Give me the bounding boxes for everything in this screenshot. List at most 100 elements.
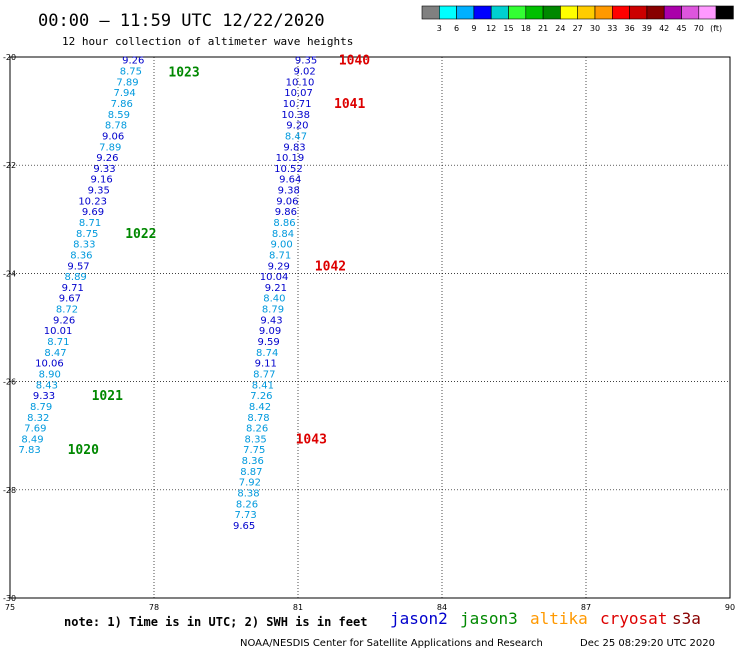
color-scale-label: (ft) <box>710 24 722 33</box>
wave-height-point: 8.26 <box>236 499 258 510</box>
color-scale-swatch <box>663 5 682 20</box>
color-scale-label: 15 <box>503 24 513 33</box>
wave-height-point: 8.36 <box>242 456 264 467</box>
wave-height-point: 8.47 <box>44 348 66 359</box>
wave-height-point: 8.42 <box>249 402 271 413</box>
wave-height-point: 9.83 <box>283 142 305 153</box>
pass-labels: 1023 1022 1021 1020 1040 1041 1042 1043 <box>68 54 371 459</box>
footer-credit: NOAA/NESDIS Center for Satellite Applica… <box>240 638 543 649</box>
wave-height-point: 8.40 <box>263 294 285 305</box>
color-scale-swatch <box>681 5 700 20</box>
wave-height-point: 8.78 <box>105 121 127 132</box>
wave-height-point: 9.86 <box>275 207 297 218</box>
color-scale: 3 6 9 12 15 18 21 24 27 30 33 36 39 42 45 70 (ft) <box>421 5 734 33</box>
wave-height-point: 7.83 <box>18 445 40 456</box>
wave-height-point: 8.75 <box>120 67 142 78</box>
wave-height-point: 7.89 <box>99 142 121 153</box>
color-scale-label: 33 <box>607 24 617 33</box>
wave-height-point: 8.43 <box>36 380 58 391</box>
wave-height-point: 10.38 <box>281 110 310 121</box>
color-scale-swatch <box>473 5 492 20</box>
wave-height-point: 9.11 <box>255 359 277 370</box>
pass-number-label: 1023 <box>168 66 199 81</box>
wave-height-point: 7.26 <box>250 391 272 402</box>
wave-height-point: 10.07 <box>284 88 313 99</box>
wave-height-point: 8.49 <box>21 434 43 445</box>
pass-number-label: 1041 <box>334 97 365 112</box>
x-tick-label: 84 <box>437 603 447 612</box>
color-scale-label: 45 <box>676 24 686 33</box>
y-tick-label: -30 <box>3 594 16 603</box>
wave-height-point: 8.78 <box>247 413 269 424</box>
y-tick-label: -28 <box>3 486 16 495</box>
color-scale-label: 27 <box>573 24 583 33</box>
wave-height-point: 9.59 <box>257 337 279 348</box>
wave-height-point: 8.41 <box>252 380 274 391</box>
wave-height-point: 9.26 <box>53 315 75 326</box>
data-points: 9.268.757.897.947.868.598.789.067.899.26… <box>18 56 317 532</box>
wave-height-point: 9.06 <box>276 196 298 207</box>
x-tick-label: 75 <box>5 603 15 612</box>
color-scale-swatch <box>715 5 734 20</box>
color-scale-swatch <box>508 5 527 20</box>
wave-height-point: 9.29 <box>268 261 290 272</box>
wave-height-point: 9.20 <box>286 121 308 132</box>
wave-height-point: 10.10 <box>286 77 315 88</box>
wave-height-point: 8.36 <box>70 250 92 261</box>
y-axis-ticks: -20 -22 -24 -26 -28 -30 <box>3 53 16 603</box>
wave-height-point: 8.47 <box>285 131 307 142</box>
wave-height-point: 9.65 <box>233 521 255 532</box>
wave-height-point: 9.67 <box>59 294 81 305</box>
pass-number-label: 1042 <box>315 259 346 274</box>
wave-height-point: 8.86 <box>273 218 295 229</box>
wave-height-point: 8.38 <box>237 489 259 500</box>
color-scale-label: 9 <box>471 24 476 33</box>
pass-number-label: 1021 <box>92 389 123 404</box>
x-tick-label: 90 <box>725 603 735 612</box>
color-scale-swatch <box>525 5 544 20</box>
wave-height-point: 9.02 <box>293 67 315 78</box>
color-scale-swatch <box>421 5 440 20</box>
color-scale-label: 3 <box>437 24 442 33</box>
wave-height-point: 9.33 <box>33 391 55 402</box>
wave-height-point: 9.71 <box>62 283 84 294</box>
wave-height-point: 8.79 <box>262 305 284 316</box>
wave-height-point: 8.71 <box>47 337 69 348</box>
legend-item-altika: altika <box>530 609 588 628</box>
color-scale-swatch <box>611 5 630 20</box>
wave-height-point: 10.06 <box>35 359 64 370</box>
x-tick-label: 87 <box>581 603 591 612</box>
wave-height-point: 8.89 <box>65 272 87 283</box>
wave-height-point: 8.71 <box>269 250 291 261</box>
chart-title: 00:00 – 11:59 UTC 12/22/2020 <box>38 11 325 31</box>
color-scale-label: 21 <box>538 24 548 33</box>
y-tick-label: -20 <box>3 53 16 62</box>
wave-height-point: 7.86 <box>111 99 133 110</box>
wave-height-point: 9.21 <box>265 283 287 294</box>
wave-height-point: 8.72 <box>56 305 78 316</box>
color-scale-swatch <box>560 5 579 20</box>
wave-height-point: 8.79 <box>30 402 52 413</box>
legend-item-jason3: jason3 <box>460 609 518 628</box>
pass-number-label: 1040 <box>339 54 370 69</box>
wave-height-point: 9.64 <box>279 175 301 186</box>
wave-height-point: 8.32 <box>27 413 49 424</box>
color-scale-label: 30 <box>590 24 600 33</box>
wave-height-point: 7.94 <box>113 88 135 99</box>
color-scale-label: 42 <box>659 24 669 33</box>
pass-number-label: 1020 <box>68 443 99 458</box>
wave-height-point: 9.26 <box>96 153 118 164</box>
y-tick-label: -26 <box>3 378 16 387</box>
legend-item-jason2: jason2 <box>390 609 448 628</box>
wave-height-point: 9.57 <box>67 261 89 272</box>
wave-height-point: 10.23 <box>78 196 107 207</box>
color-scale-swatch <box>698 5 717 20</box>
color-scale-swatch <box>542 5 561 20</box>
chart-subtitle: 12 hour collection of altimeter wave hei… <box>62 35 353 48</box>
wave-height-point: 10.19 <box>276 153 305 164</box>
color-scale-label: 12 <box>486 24 496 33</box>
pass-number-label: 1043 <box>296 432 327 447</box>
wave-height-point: 10.01 <box>44 326 73 337</box>
wave-height-point: 7.75 <box>243 445 265 456</box>
